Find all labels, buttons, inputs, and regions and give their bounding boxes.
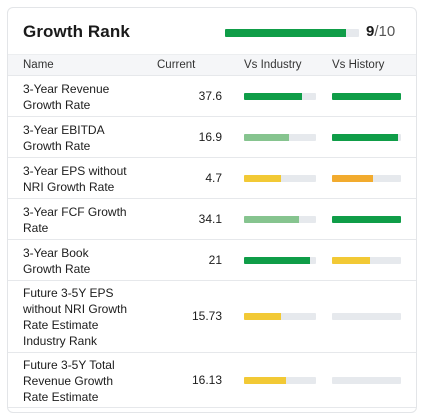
growth-rank-bar bbox=[225, 29, 359, 37]
table-row[interactable]: 3-Year Revenue Growth Rate 37.6 bbox=[8, 76, 416, 117]
table-row[interactable]: 3-Year Book Growth Rate 21 bbox=[8, 240, 416, 281]
metric-name-line: 3-Year FCF Growth bbox=[23, 205, 127, 219]
vs-industry-bar bbox=[244, 216, 316, 223]
table-row[interactable]: Future 3-5Y EPS without NRI Growth Rate Es… bbox=[8, 281, 416, 353]
vs-history-bar-fill bbox=[332, 93, 401, 100]
vs-history-bar-fill bbox=[332, 216, 401, 223]
card-header: Growth Rank 9/10 bbox=[8, 8, 416, 54]
vs-industry-bar-fill bbox=[244, 93, 302, 100]
rank-score-value: 9 bbox=[366, 23, 375, 40]
current-value: 4.7 bbox=[205, 171, 222, 185]
column-header-name[interactable]: Name bbox=[23, 59, 54, 71]
metric-name-line: 3-Year EPS without bbox=[23, 164, 127, 178]
table-row[interactable]: Future 3-5Y Total Revenue Growth Rate Esti… bbox=[8, 353, 416, 408]
vs-industry-bar-fill bbox=[244, 313, 282, 320]
vs-history-bar-fill bbox=[332, 134, 398, 141]
metric-name[interactable]: Future 3-5Y Total Revenue Growth Rate Esti… bbox=[23, 357, 153, 405]
metric-name-line: Rate Estimate bbox=[23, 318, 99, 332]
vs-history-bar bbox=[332, 93, 401, 100]
metric-name-line: Growth Rate bbox=[23, 262, 91, 276]
metric-name-line: Growth Rate bbox=[23, 139, 91, 153]
current-value: 21 bbox=[208, 253, 222, 267]
metric-name[interactable]: 3-Year EPS without NRI Growth Rate bbox=[23, 163, 153, 195]
vs-history-bar bbox=[332, 377, 401, 384]
metric-name-line: NRI Growth Rate bbox=[23, 180, 115, 194]
column-header-vs-industry[interactable]: Vs Industry bbox=[244, 59, 302, 71]
current-value: 15.73 bbox=[191, 309, 222, 323]
vs-industry-bar bbox=[244, 313, 316, 320]
vs-industry-bar bbox=[244, 134, 316, 141]
metric-name-line: Rate Estimate bbox=[23, 390, 99, 404]
vs-history-bar-fill bbox=[332, 175, 374, 182]
column-header-current[interactable]: Current bbox=[157, 59, 196, 71]
vs-history-bar bbox=[332, 313, 401, 320]
vs-industry-bar bbox=[244, 257, 316, 264]
vs-history-bar bbox=[332, 134, 401, 141]
metric-name[interactable]: 3-Year FCF Growth Rate bbox=[23, 204, 153, 236]
vs-industry-bar-fill bbox=[244, 377, 286, 384]
metric-name[interactable]: 3-Year Book Growth Rate bbox=[23, 245, 153, 277]
metric-name-line: 3-Year Book bbox=[23, 246, 89, 260]
current-value: 37.6 bbox=[198, 89, 222, 103]
current-value: 16.13 bbox=[191, 373, 222, 387]
metric-name-line: Industry Rank bbox=[23, 334, 98, 348]
vs-history-bar-fill bbox=[332, 257, 370, 264]
growth-rank-bar-fill bbox=[225, 29, 346, 37]
metric-name-line: 3-Year EBITDA bbox=[23, 123, 105, 137]
metric-name-line: without NRI Growth bbox=[23, 302, 128, 316]
metric-name[interactable]: Future 3-5Y EPS without NRI Growth Rate Es… bbox=[23, 285, 153, 349]
vs-history-bar bbox=[332, 175, 401, 182]
column-header-vs-history[interactable]: Vs History bbox=[332, 59, 385, 71]
vs-industry-bar bbox=[244, 175, 316, 182]
vs-industry-bar-fill bbox=[244, 134, 289, 141]
vs-industry-bar-fill bbox=[244, 257, 311, 264]
card-title: Growth Rank bbox=[23, 22, 130, 41]
vs-industry-bar-fill bbox=[244, 175, 282, 182]
metric-name-line: 3-Year Revenue bbox=[23, 82, 110, 96]
vs-history-bar bbox=[332, 216, 401, 223]
rank-score-max: /10 bbox=[374, 23, 396, 40]
growth-rank-card: Growth Rank 9/10 Name Current Vs Industr… bbox=[7, 7, 417, 413]
metric-name-line: Revenue Growth bbox=[23, 374, 114, 388]
table-row[interactable]: 3-Year EBITDA Growth Rate 16.9 bbox=[8, 117, 416, 158]
table-row[interactable]: 3-Year EPS without NRI Growth Rate 4.7 bbox=[8, 158, 416, 199]
growth-rank-score: 9/10 bbox=[366, 23, 395, 40]
metric-name-line: Future 3-5Y Total bbox=[23, 358, 115, 372]
vs-industry-bar-fill bbox=[244, 216, 299, 223]
metric-name-line: Rate bbox=[23, 221, 49, 235]
table-row[interactable]: 3-Year FCF Growth Rate 34.1 bbox=[8, 199, 416, 240]
metric-name[interactable]: 3-Year Revenue Growth Rate bbox=[23, 81, 153, 113]
current-value: 16.9 bbox=[198, 130, 222, 144]
vs-history-bar bbox=[332, 257, 401, 264]
metric-name-line: Future 3-5Y EPS bbox=[23, 286, 114, 300]
vs-industry-bar bbox=[244, 377, 316, 384]
current-value: 34.1 bbox=[198, 212, 222, 226]
metric-name[interactable]: 3-Year EBITDA Growth Rate bbox=[23, 122, 153, 154]
growth-metrics-table: 3-Year Revenue Growth Rate 37.6 3-Year EBIT… bbox=[8, 76, 416, 408]
metric-name-line: Growth Rate bbox=[23, 98, 91, 112]
vs-industry-bar bbox=[244, 93, 316, 100]
table-header: Name Current Vs Industry Vs History bbox=[8, 54, 416, 76]
